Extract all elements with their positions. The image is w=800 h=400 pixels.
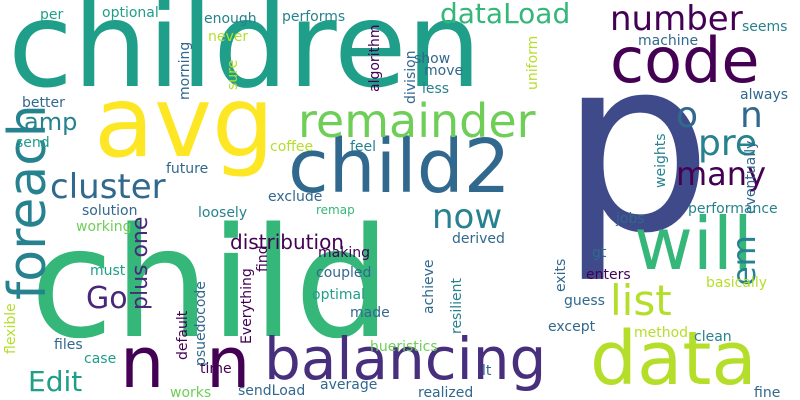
word-n-bottom-1: n (120, 322, 165, 400)
word-coupled: coupled (316, 265, 372, 281)
word-amp: amp (24, 108, 78, 136)
word-move: move (424, 63, 464, 79)
word-enough: enough (204, 11, 257, 27)
word-show: show (414, 51, 451, 67)
word-distribution: distribution (230, 230, 344, 254)
word-morning: morning (177, 41, 193, 100)
word-child2: child2 (288, 124, 511, 210)
word-Everything: Everything (239, 268, 255, 344)
word-fine: fine (754, 385, 781, 400)
word-avg: avg (94, 66, 275, 180)
word-must: must (90, 263, 126, 279)
word-weights: weights (653, 133, 669, 189)
word-exits: exits (553, 258, 569, 292)
word-will: will (634, 202, 753, 286)
word-algorithm: algorithm (367, 24, 383, 92)
word-never: never (208, 29, 249, 45)
word-list: list (610, 276, 672, 325)
word-machine: machine (638, 33, 699, 49)
word-find: find (255, 245, 271, 272)
word-send: send (16, 135, 50, 151)
word-per: per (40, 7, 64, 23)
word-many: many (676, 155, 766, 193)
word-except: except (548, 319, 596, 335)
word-less: less (422, 81, 450, 97)
word-time: time (200, 361, 232, 377)
word-feel: feel (350, 139, 377, 155)
word-performs: performs (282, 9, 346, 25)
word-o: o (676, 95, 699, 136)
word-always: always (740, 87, 789, 103)
word-method: method (634, 325, 689, 341)
word-seems: seems (742, 19, 788, 35)
word-p: p (560, 6, 713, 286)
word-guess: guess (564, 293, 605, 309)
word-better: better (22, 95, 65, 111)
word-lt: lt (482, 363, 492, 379)
word-optional: optional (102, 5, 159, 21)
word-loosely: loosely (198, 205, 248, 221)
word-realized: realized (418, 385, 474, 400)
word-pre: pre (698, 123, 758, 164)
word-child: child (30, 195, 391, 372)
word-basically: basically (706, 275, 767, 291)
word-derived: derived (452, 231, 505, 247)
word-made: made (350, 305, 390, 321)
word-sure: sure (225, 59, 241, 90)
word-optimal: optimal (312, 287, 365, 303)
word-uniform: uniform (525, 35, 541, 90)
word-performance: performance (688, 201, 778, 217)
word-flexible: flexible (3, 303, 19, 354)
word-plus-one: plus one (128, 216, 153, 310)
word-hueristics: hueristics (370, 339, 438, 355)
word-sendLoad: sendLoad (238, 383, 306, 399)
word-average: average (320, 377, 378, 393)
word-now: now (432, 197, 503, 237)
word-n-bottom-2: n (206, 322, 251, 400)
word-jobs: jobs (616, 211, 645, 227)
word-case: case (84, 351, 117, 367)
word-dataLoad: dataLoad (440, 0, 571, 30)
word-solution: solution (82, 203, 138, 219)
word-coffee: coffee (270, 139, 314, 155)
word-remap: remap (316, 203, 355, 217)
word-making: making (318, 245, 370, 261)
word-children: children (8, 0, 482, 114)
word-clean: clean (694, 329, 732, 345)
word-gt: gt (592, 245, 607, 261)
word-default: default (175, 310, 191, 360)
word-number: number (610, 0, 743, 39)
word-enters: enters (586, 267, 631, 283)
word-future: future (166, 161, 209, 177)
word-data: data (590, 316, 757, 400)
word-files: files (54, 337, 83, 353)
word-remainder: remainder (298, 94, 536, 148)
word-resilient: resilient (449, 278, 465, 334)
word-Edit: Edit (28, 365, 83, 398)
word-Go: Go (86, 281, 128, 316)
word-exclude: exclude (268, 189, 323, 205)
word-code: code (610, 24, 760, 97)
word-division: division (403, 50, 419, 104)
word-works: works (170, 385, 212, 400)
word-cluster: cluster (50, 167, 166, 207)
word-balancing: balancing (264, 325, 547, 393)
word-working: working (76, 219, 132, 235)
word-n-right: n (740, 95, 763, 136)
word-psuedocode: psuedocode (193, 281, 209, 366)
word-achieve: achieve (421, 259, 437, 314)
